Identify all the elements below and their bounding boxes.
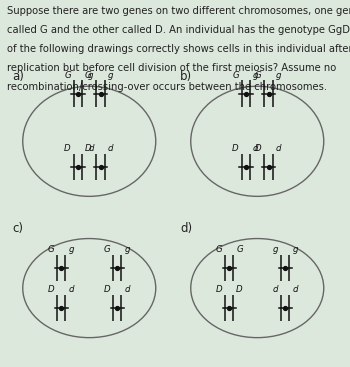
Text: g: g (124, 245, 130, 254)
Text: D: D (236, 285, 243, 294)
Text: G: G (104, 245, 110, 254)
Text: d: d (292, 285, 298, 294)
Text: called G and the other called D. An individual has the genotype GgDd. Which: called G and the other called D. An indi… (7, 25, 350, 34)
Text: G: G (232, 70, 239, 80)
Text: d: d (88, 144, 93, 153)
Text: G: G (216, 245, 222, 254)
Text: recombination/crossing-over occurs between the chromosomes.: recombination/crossing-over occurs betwe… (7, 82, 327, 92)
Text: D: D (232, 144, 239, 153)
Text: d): d) (180, 222, 192, 235)
Text: d: d (68, 285, 74, 294)
Text: g: g (273, 245, 278, 254)
Text: G: G (64, 70, 71, 80)
Text: D: D (104, 285, 110, 294)
Text: d: d (124, 285, 130, 294)
Text: g: g (88, 70, 93, 80)
Text: d: d (108, 144, 113, 153)
Text: of the following drawings correctly shows cells in this individual after DNA: of the following drawings correctly show… (7, 44, 350, 54)
Text: c): c) (12, 222, 23, 235)
Text: D: D (48, 285, 54, 294)
Text: g: g (68, 245, 74, 254)
Text: D: D (85, 144, 91, 153)
Text: a): a) (12, 70, 24, 83)
Text: G: G (85, 70, 91, 80)
Text: b): b) (180, 70, 192, 83)
Text: G: G (236, 245, 243, 254)
Text: D: D (216, 285, 222, 294)
Text: G: G (48, 245, 54, 254)
Text: d: d (276, 144, 281, 153)
Text: g: g (292, 245, 298, 254)
Text: g: g (108, 70, 113, 80)
Text: g: g (253, 70, 258, 80)
Text: G: G (255, 70, 262, 80)
Text: D: D (64, 144, 71, 153)
Text: g: g (276, 70, 281, 80)
Text: D: D (255, 144, 262, 153)
Text: replication but before cell division of the first meiosis? Assume no: replication but before cell division of … (7, 63, 336, 73)
Text: d: d (273, 285, 278, 294)
Text: Suppose there are two genes on two different chromosomes, one gene: Suppose there are two genes on two diffe… (7, 6, 350, 15)
Text: d: d (253, 144, 258, 153)
